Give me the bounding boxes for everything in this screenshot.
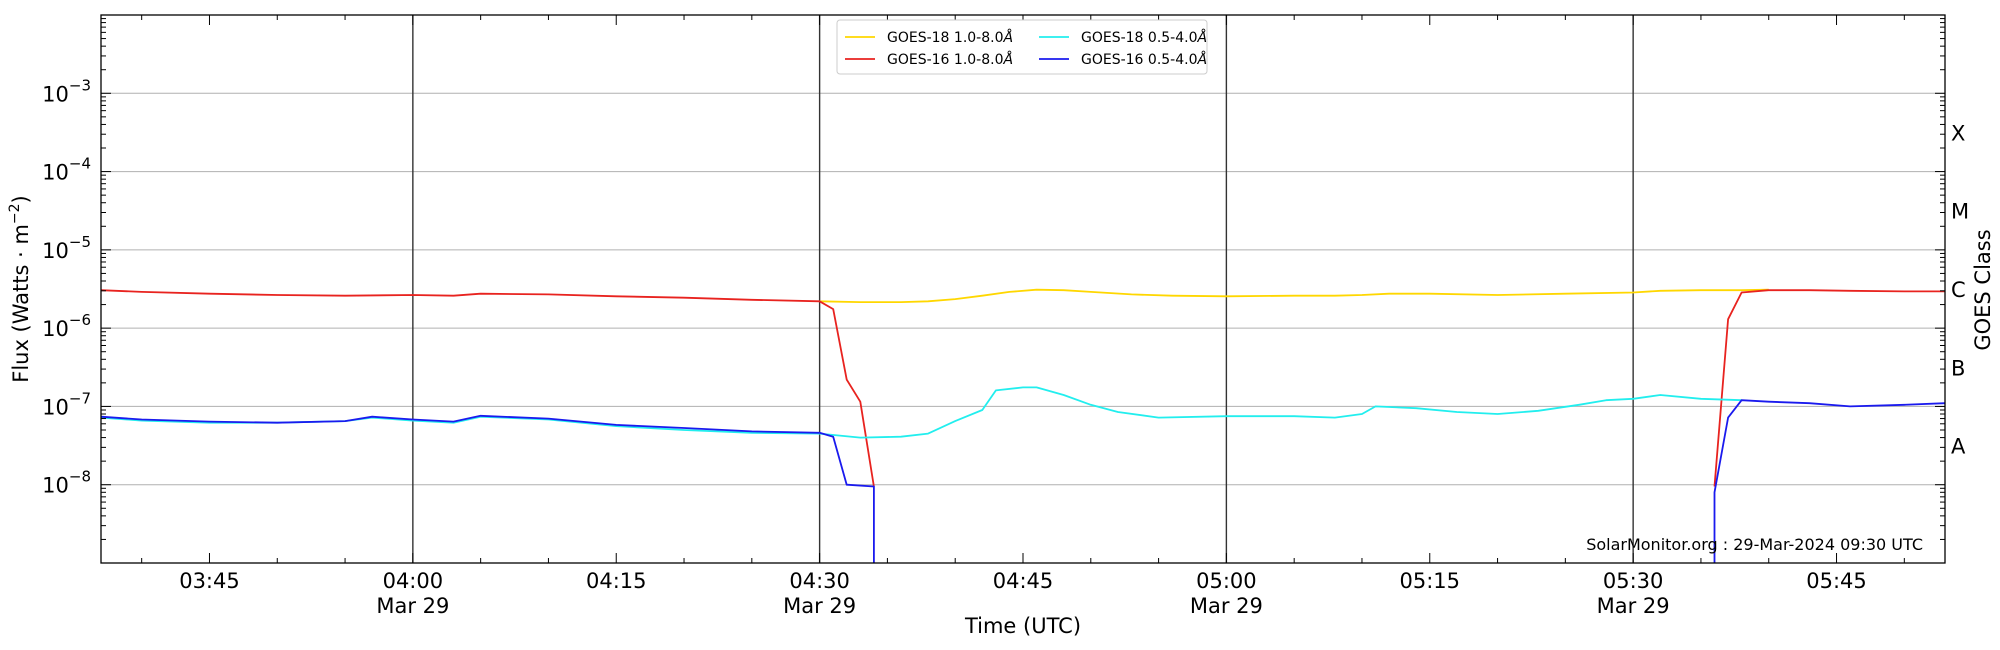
x-tick-label: 05:45 <box>1806 569 1867 593</box>
x-tick-date-label: Mar 29 <box>1597 594 1670 618</box>
goes-class-axis-title: GOES Class <box>1971 229 1995 350</box>
goes-class-label: X <box>1951 121 1965 145</box>
y-axis-title-sup: −2 <box>7 203 23 224</box>
goes-class-label: B <box>1951 356 1965 380</box>
y-tick-exponent: −7 <box>69 389 91 407</box>
x-tick-label: 05:15 <box>1399 569 1460 593</box>
y-tick-exponent: −4 <box>69 155 91 173</box>
y-tick-label: 10−5 <box>42 233 91 263</box>
goes-class-label: C <box>1951 278 1966 302</box>
y-axis-title: Flux (Watts · m−2) <box>7 195 33 383</box>
legend-label-name: GOES-16 1.0-8.0 <box>887 52 1004 68</box>
y-tick-mantissa: 10 <box>42 474 69 498</box>
x-tick-date-label: Mar 29 <box>376 594 449 618</box>
series-layer <box>100 288 1946 563</box>
y-axis-title-main: Flux (Watts · m <box>9 224 33 383</box>
y-tick-label: 10−4 <box>42 155 91 185</box>
y-tick-label: 10−7 <box>42 389 91 419</box>
y-tick-mantissa: 10 <box>42 82 69 106</box>
series-line-1 <box>100 289 1945 487</box>
legend-label-unit: Å <box>1197 51 1208 68</box>
legend-label-unit: Å <box>1003 29 1014 46</box>
x-axis-title: Time (UTC) <box>964 614 1081 638</box>
legend-label-unit: Å <box>1003 51 1014 68</box>
legend-label-name: GOES-18 1.0-8.0 <box>887 30 1004 46</box>
plot-frame <box>100 14 1946 564</box>
legend-label: GOES-16 0.5-4.0Å <box>1081 51 1207 68</box>
x-tick-label: 04:30 <box>789 569 850 593</box>
y-tick-exponent: −8 <box>69 468 91 486</box>
legend-label: GOES-18 1.0-8.0Å <box>887 29 1013 46</box>
legend-label-unit: Å <box>1197 29 1208 46</box>
y-tick-mantissa: 10 <box>42 161 69 185</box>
legend-box <box>836 19 1208 75</box>
series-line-0 <box>819 288 1769 303</box>
y-tick-mantissa: 10 <box>42 395 69 419</box>
x-tick-date-label: Mar 29 <box>783 594 856 618</box>
y-tick-label: 10−3 <box>42 76 91 106</box>
legend-label-name: GOES-18 0.5-4.0 <box>1081 30 1198 46</box>
legend-label-name: GOES-16 0.5-4.0 <box>1081 52 1198 68</box>
x-tick-date-label: Mar 29 <box>1190 594 1263 618</box>
goes-class-label: A <box>1951 435 1966 459</box>
credit-label: SolarMonitor.org : 29-Mar-2024 09:30 UTC <box>1586 535 1923 554</box>
y-tick-exponent: −5 <box>69 233 91 251</box>
legend-label: GOES-16 1.0-8.0Å <box>887 51 1013 68</box>
x-tick-label: 04:00 <box>383 569 444 593</box>
y-tick-exponent: −6 <box>69 311 91 329</box>
y-axis-title-close: ) <box>9 195 33 203</box>
x-tick-label: 03:45 <box>179 569 240 593</box>
y-tick-label: 10−6 <box>42 311 91 341</box>
x-tick-label: 05:00 <box>1196 569 1257 593</box>
legend-label: GOES-18 0.5-4.0Å <box>1081 29 1207 46</box>
grid-layer <box>101 15 1945 563</box>
y-tick-mantissa: 10 <box>42 239 69 263</box>
x-tick-label: 04:45 <box>993 569 1054 593</box>
x-tick-label: 04:15 <box>586 569 647 593</box>
x-tick-label: 05:30 <box>1603 569 1664 593</box>
y-tick-mantissa: 10 <box>42 317 69 341</box>
series-line-3 <box>100 399 1946 563</box>
goes-class-label: M <box>1951 200 1969 224</box>
series-line-2 <box>100 386 1742 439</box>
y-tick-label: 10−8 <box>42 468 91 498</box>
y-tick-exponent: −3 <box>69 76 91 94</box>
